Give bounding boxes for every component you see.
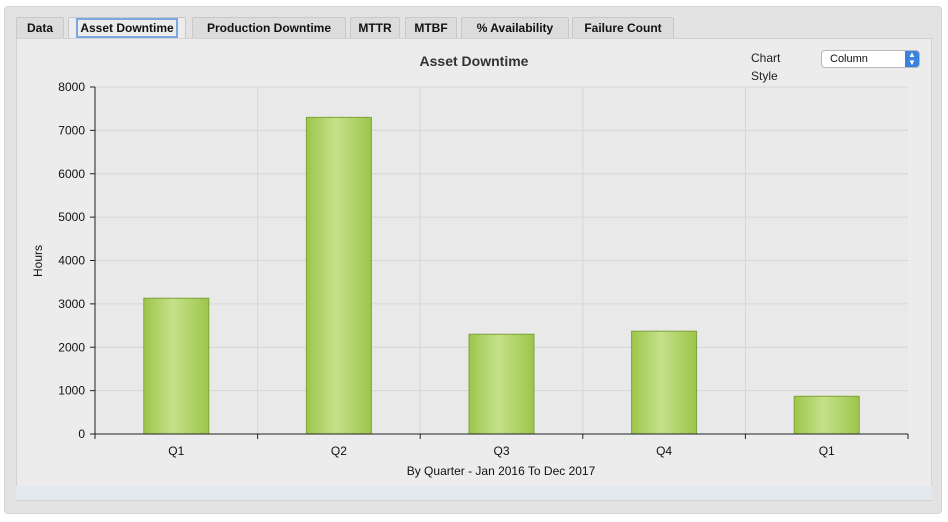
x-tick-label: Q1 xyxy=(168,444,184,458)
tab-mtbf-label: MTBF xyxy=(414,21,448,35)
chart-axes xyxy=(90,86,909,439)
chart-style-value: Column xyxy=(830,53,868,65)
x-tick-label: Q2 xyxy=(331,444,347,458)
tab-production-downtime[interactable]: Production Downtime xyxy=(192,17,346,39)
chart-style-label: Chart Style xyxy=(751,51,781,83)
updown-chevron-icon: ▲ ▼ xyxy=(905,51,919,67)
y-tick-label: 8000 xyxy=(58,80,85,94)
tab-mtbf[interactable]: MTBF xyxy=(405,17,457,39)
y-tick-label: 5000 xyxy=(58,210,85,224)
y-tick-label: 0 xyxy=(78,427,85,441)
tab-data-label: Data xyxy=(26,21,53,35)
tab-failure-count-label: Failure Count xyxy=(584,21,662,35)
tab-asset-downtime-label: Asset Downtime xyxy=(76,18,178,38)
tab-mttr-label: MTTR xyxy=(358,21,392,35)
tab-availability-label: % Availability xyxy=(476,21,554,35)
y-tick-label: 2000 xyxy=(58,340,85,354)
x-tick-label: Q4 xyxy=(656,444,672,458)
tab-mttr[interactable]: MTTR xyxy=(350,17,400,39)
tab-data[interactable]: Data xyxy=(16,17,64,39)
chart-title: Asset Downtime xyxy=(419,53,529,69)
y-tick-label: 4000 xyxy=(58,254,85,268)
x-tick-label: Q3 xyxy=(493,444,509,458)
panel-footer-strip xyxy=(16,486,932,500)
tab-availability[interactable]: % Availability xyxy=(461,17,569,39)
bar xyxy=(631,330,698,435)
bar xyxy=(143,297,210,435)
tab-failure-count[interactable]: Failure Count xyxy=(572,17,674,39)
tab-asset-downtime[interactable]: Asset Downtime xyxy=(68,17,186,39)
bar xyxy=(305,116,372,435)
y-tick-label: 7000 xyxy=(58,123,85,137)
bar xyxy=(793,395,860,435)
tab-production-downtime-label: Production Downtime xyxy=(207,21,331,35)
chart-labels: 0 1000 2000 3000 4000 5000 6000 7000 8000 Q1 Q2 Q3 Q… xyxy=(58,80,835,458)
bar xyxy=(468,333,535,435)
y-tick-label: 6000 xyxy=(58,167,85,181)
chart-bars xyxy=(143,116,860,435)
y-tick-label: 3000 xyxy=(58,297,85,311)
x-tick-label: Q1 xyxy=(819,444,835,458)
x-axis-title: By Quarter - Jan 2016 To Dec 2017 xyxy=(407,464,596,478)
y-tick-label: 1000 xyxy=(58,384,85,398)
chart-style-select[interactable]: Column ▲ ▼ xyxy=(821,50,920,68)
y-axis-title: Hours xyxy=(31,245,45,277)
